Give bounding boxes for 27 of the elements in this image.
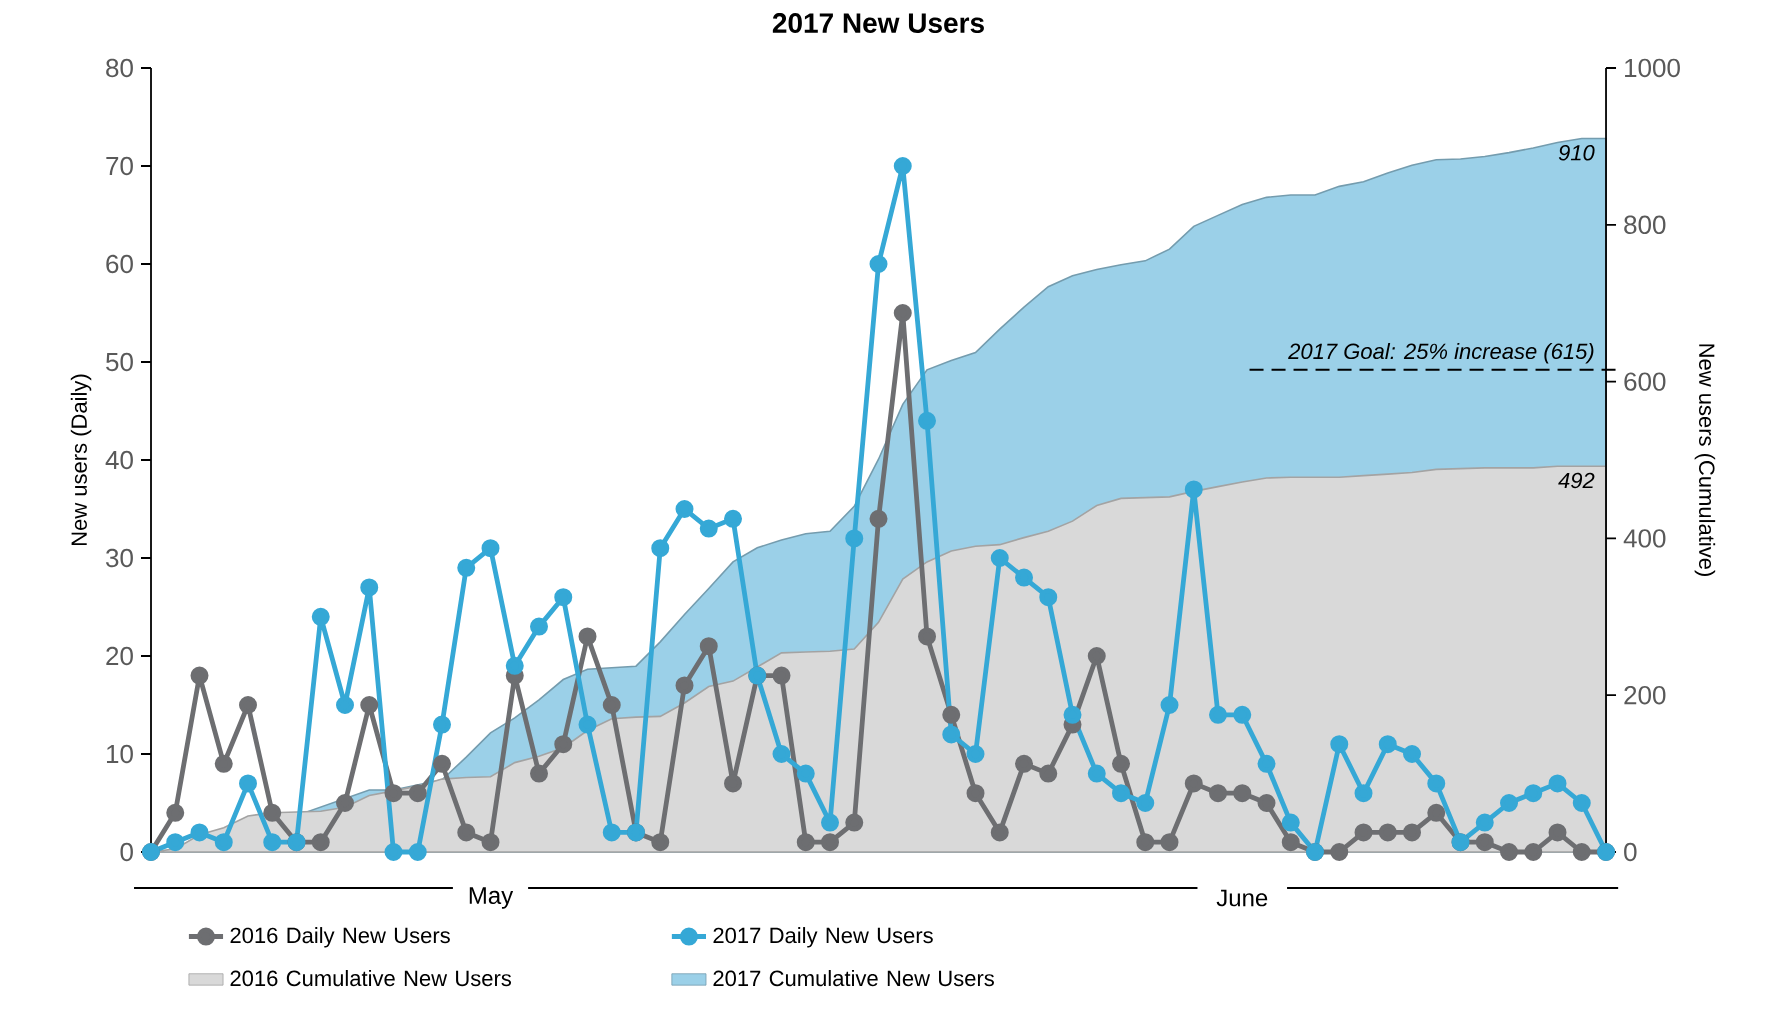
y-tick-label: 30 [106,548,133,568]
y-tick-label: 0 [120,842,133,862]
y-tick-label: 70 [106,156,133,176]
y2-tick-label: 200 [1624,685,1666,705]
y-tick-label: 40 [105,450,133,470]
y2-axis-title: New users (Cumulative) [1694,344,1716,576]
x-tick-label: June [1216,889,1268,907]
y-axis-title: New users (Daily) [70,374,92,545]
y-tick-label: 50 [106,352,133,372]
legend-label: 2017 Daily New Users [713,927,933,948]
y-tick-label: 80 [106,58,133,78]
y-tick-label: 10 [106,744,133,764]
y-tick-label: 60 [106,254,133,274]
data-label: 492 [1558,472,1595,489]
y2-tick-label: 400 [1623,529,1666,548]
y2-tick-label: 0 [1624,842,1637,862]
x-tick-label: May [469,887,514,909]
legend-label: 2017 Cumulative New Users [713,969,994,987]
y2-tick-label: 800 [1624,215,1666,234]
y2-tick-label: 600 [1624,372,1666,391]
y2-tick-label: 1000 [1625,58,1680,78]
legend-label: 2016 Daily New Users [230,927,450,948]
chart-title: 2017 New Users [772,13,984,33]
ref-line-label: 2017 Goal: 25% increase (615) [1288,342,1594,364]
y-tick-label: 20 [106,646,133,666]
data-label: 910 [1558,144,1595,161]
legend-label: 2016 Cumulative New Users [230,969,512,987]
